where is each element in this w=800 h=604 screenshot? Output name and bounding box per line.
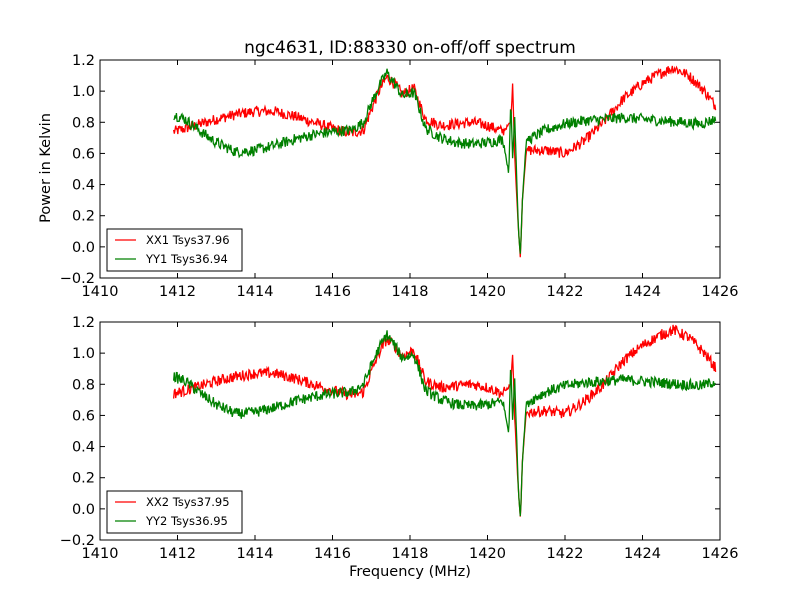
y-tick-label: 0.0 xyxy=(72,502,95,518)
x-tick-label: 1416 xyxy=(314,546,351,562)
x-tick-label: 1416 xyxy=(314,284,351,300)
x-tick-label: 1420 xyxy=(469,284,506,300)
x-axis-label: Frequency (MHz) xyxy=(349,564,471,580)
x-tick-label: 1410 xyxy=(82,546,119,562)
legend: XX1 Tsys37.96 YY1 Tsys36.94 xyxy=(106,228,243,272)
y-tick-label: 0.8 xyxy=(72,115,95,131)
x-tick-label: 1414 xyxy=(237,284,274,300)
x-tick-label: 1420 xyxy=(469,546,506,562)
y-tick-label: 0.8 xyxy=(72,377,95,393)
x-tick-label: 1426 xyxy=(702,284,739,300)
y-tick-label: 1.2 xyxy=(72,315,95,331)
y-tick-label: 0.6 xyxy=(72,146,95,162)
top-panel: 1410 1412 1414 1416 1418 1420 1422 1424 1426 −0.2… xyxy=(60,53,739,300)
x-tick-label: 1412 xyxy=(159,546,196,562)
chart-title: ngc4631, ID:88330 on-off/off spectrum xyxy=(244,38,576,58)
series-line-xx2 xyxy=(172,324,717,517)
x-tick-label: 1424 xyxy=(624,284,661,300)
x-tick-label: 1414 xyxy=(237,546,274,562)
y-tick-label: 0.4 xyxy=(72,440,95,456)
legend-label: XX2 Tsys37.95 xyxy=(146,495,230,509)
y-tick-label: 0.0 xyxy=(72,240,95,256)
y-axis-label: Power in Kelvin xyxy=(38,113,54,223)
x-tick-label: 1418 xyxy=(392,284,429,300)
y-tick-label: 1.2 xyxy=(72,53,95,69)
legend-box xyxy=(106,228,243,272)
legend-label: YY1 Tsys36.94 xyxy=(145,252,228,266)
y-tick-label: 0.2 xyxy=(72,209,95,225)
y-tick-label: 1.0 xyxy=(72,346,95,362)
series-line-xx1 xyxy=(172,65,717,258)
series-line-yy1 xyxy=(173,68,717,254)
y-tick-label: 0.4 xyxy=(72,178,95,194)
x-tick-label: 1422 xyxy=(547,284,584,300)
legend-label: YY2 Tsys36.95 xyxy=(145,514,228,528)
y-tick-label: 0.6 xyxy=(72,408,95,424)
y-tick-label: −0.2 xyxy=(60,271,95,287)
legend: XX2 Tsys37.95 YY2 Tsys36.95 xyxy=(106,490,243,534)
legend-label: XX1 Tsys37.96 xyxy=(146,233,230,247)
y-tick-label: 1.0 xyxy=(72,84,95,100)
series-line-yy2 xyxy=(172,330,716,517)
x-tick-label: 1410 xyxy=(82,284,119,300)
x-tick-label: 1426 xyxy=(702,546,739,562)
legend-box xyxy=(106,490,243,534)
x-tick-label: 1418 xyxy=(392,546,429,562)
y-tick-label: −0.2 xyxy=(60,533,95,549)
y-tick-label: 0.2 xyxy=(72,471,95,487)
x-tick-label: 1424 xyxy=(624,546,661,562)
bottom-panel: 1410 1412 1414 1416 1418 1420 1422 1424 1426 −0.2… xyxy=(60,315,739,562)
x-tick-label: 1422 xyxy=(547,546,584,562)
x-tick-label: 1412 xyxy=(159,284,196,300)
